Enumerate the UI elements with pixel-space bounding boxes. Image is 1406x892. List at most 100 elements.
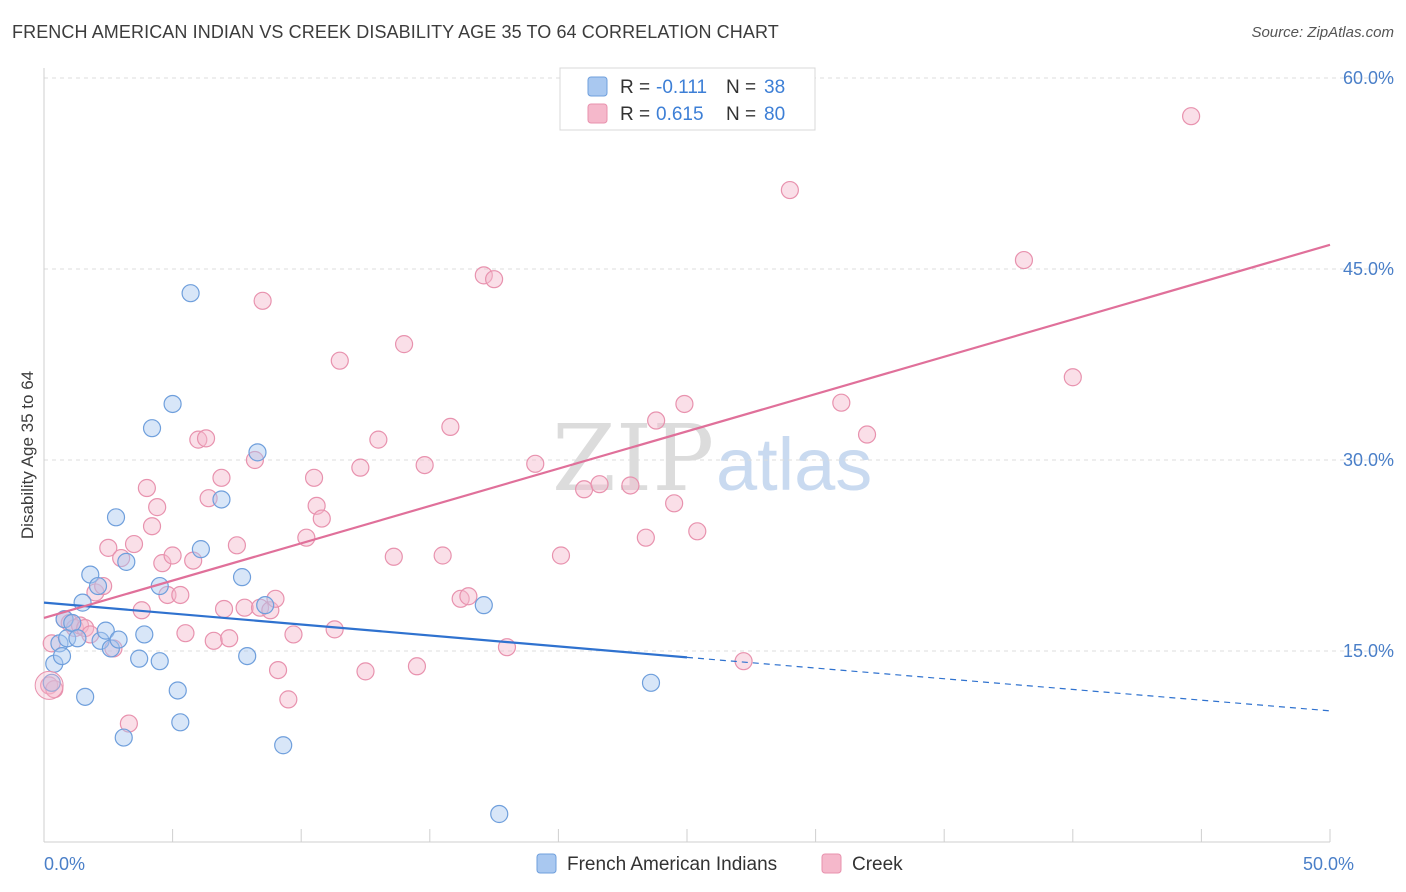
french-american-indian-point — [168, 681, 187, 700]
creek-point — [124, 534, 144, 554]
french-american-indian-point — [96, 621, 115, 640]
french-american-indian-point — [274, 736, 293, 755]
creek-point — [441, 417, 460, 436]
french-american-indian-point — [641, 673, 661, 692]
legend-n-value-pink: 80 — [764, 104, 785, 125]
legend-n-label-pink: N = — [726, 104, 756, 125]
series-legend: French American Indians Creek — [536, 853, 903, 875]
creek-point — [312, 509, 331, 528]
creek-point — [675, 394, 694, 414]
legend-r-value-blue: -0.111 — [656, 77, 707, 98]
series-legend-label-blue: French American Indians — [567, 854, 777, 875]
creek-point — [590, 475, 609, 494]
legend-swatch-pink — [587, 103, 608, 124]
creek-point — [279, 690, 298, 709]
source-credit: Source: ZipAtlas.com — [1251, 24, 1394, 41]
creek-point — [575, 480, 594, 499]
legend-swatch-blue — [587, 76, 608, 97]
trend-lines — [34, 243, 1331, 712]
creek-point — [351, 458, 370, 477]
stats-legend: R = -0.111 N = 38 R = 0.615 N = 80 — [559, 67, 816, 131]
creek-point — [137, 478, 156, 498]
creek-point — [665, 494, 684, 513]
french-american-indian-point — [171, 713, 190, 732]
creek-point — [1014, 250, 1034, 270]
creek-point — [330, 351, 349, 370]
creek-point — [94, 576, 113, 596]
creek-point — [176, 624, 195, 643]
creek-point — [163, 546, 182, 565]
french-american-indian-point — [248, 443, 267, 462]
creek-point — [212, 468, 231, 487]
legend-n-value-blue: 38 — [764, 77, 785, 98]
french-american-indian-point — [490, 804, 509, 824]
creek-point — [394, 335, 414, 354]
creek-point — [142, 517, 162, 536]
french-american-indian-point — [88, 576, 108, 596]
y-tick-label: 45.0% — [1343, 259, 1394, 279]
creek-point — [688, 522, 707, 541]
french-american-indian-point — [238, 646, 257, 666]
french-american-indian-point — [76, 687, 95, 706]
creek-point — [204, 631, 223, 650]
creek-point — [171, 585, 190, 605]
creek-point — [196, 429, 216, 448]
watermark-atlas: atlas — [716, 423, 872, 506]
creek-point — [119, 714, 138, 733]
x-axis-ticks — [43, 829, 1331, 842]
creek-point — [474, 266, 493, 285]
creek-point — [857, 425, 877, 444]
creek-point — [284, 625, 303, 644]
french-american-indian-point — [114, 728, 133, 747]
legend-r-label-blue: R = — [620, 77, 650, 98]
creek-point — [621, 476, 640, 495]
creek-point — [148, 498, 167, 517]
french-american-indian-point — [52, 646, 72, 666]
trendline-french-american-indians-extension — [686, 656, 1331, 712]
creek-point — [384, 547, 403, 566]
french-american-indian-point — [474, 596, 493, 615]
french-american-indian-point — [63, 613, 82, 633]
x-tick-label: 0.0% — [44, 854, 85, 874]
creek-points — [40, 107, 1201, 733]
creek-point — [214, 599, 234, 619]
creek-point — [407, 657, 427, 676]
creek-point — [153, 554, 172, 573]
french-american-indian-point — [191, 540, 210, 559]
y-tick-label: 60.0% — [1343, 68, 1394, 88]
creek-point — [485, 270, 504, 289]
creek-point — [325, 620, 344, 639]
series-legend-swatch-pink — [821, 853, 842, 874]
french-american-indian-point — [109, 630, 128, 649]
creek-point — [356, 662, 375, 681]
creek-point — [220, 629, 239, 648]
y-axis-tick-labels: 15.0% 30.0% 45.0% 60.0% — [1343, 68, 1394, 661]
creek-point — [266, 589, 285, 608]
creek-point — [1182, 107, 1201, 126]
french-american-indian-point — [212, 490, 231, 509]
french-american-indian-point — [135, 625, 154, 644]
creek-point — [526, 454, 545, 473]
trendline-french-american-indians — [43, 601, 688, 659]
french-american-indian-point — [142, 419, 162, 438]
legend-r-label-pink: R = — [620, 104, 650, 125]
series-legend-swatch-blue — [536, 853, 557, 874]
x-tick-label: 50.0% — [1303, 854, 1354, 874]
creek-point — [647, 411, 666, 430]
creek-point — [551, 546, 571, 565]
creek-point — [433, 546, 452, 565]
creek-point — [636, 528, 655, 547]
y-tick-label: 30.0% — [1343, 450, 1394, 470]
creek-point — [1063, 368, 1082, 387]
creek-point — [304, 468, 324, 487]
french-american-indian-point — [68, 629, 87, 648]
creek-point — [261, 601, 280, 620]
creek-point — [369, 430, 388, 449]
x-axis-tick-labels: 0.0% 50.0% — [44, 854, 1354, 874]
chart-title: FRENCH AMERICAN INDIAN VS CREEK DISABILI… — [12, 22, 779, 42]
creek-point — [268, 660, 288, 680]
grid-lines — [44, 77, 1394, 652]
creek-point — [832, 393, 851, 412]
creek-point — [99, 538, 118, 557]
